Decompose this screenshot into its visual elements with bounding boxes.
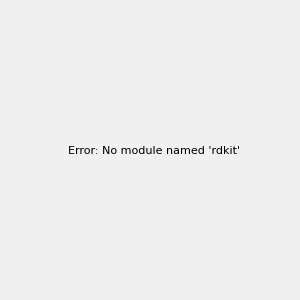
Text: Error: No module named 'rdkit': Error: No module named 'rdkit' xyxy=(68,146,240,157)
